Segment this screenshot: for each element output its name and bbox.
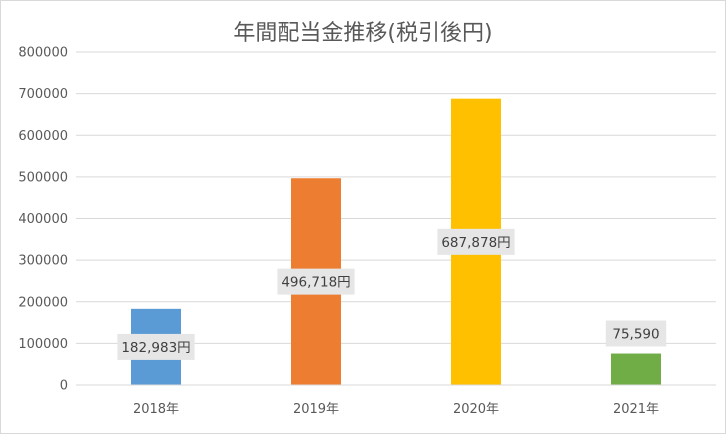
data-label: 687,878円 [441, 235, 510, 251]
y-tick-label: 600000 [18, 129, 68, 144]
bar [611, 353, 661, 385]
chart-title: 年間配当金推移(税引後円) [233, 21, 493, 46]
y-tick-label: 400000 [18, 212, 68, 227]
y-tick-label: 100000 [18, 337, 68, 352]
y-tick-label: 300000 [18, 254, 68, 269]
data-label-box [605, 320, 667, 347]
data-label: 75,590 [612, 327, 659, 343]
y-tick-label: 200000 [18, 295, 68, 310]
y-tick-label: 700000 [18, 87, 68, 102]
data-label-box [277, 268, 355, 295]
data-label-box [437, 228, 515, 255]
x-tick-label: 2019年 [293, 402, 339, 417]
data-label: 182,983円 [121, 340, 190, 356]
y-tick-label: 0 [60, 379, 68, 394]
x-tick-label: 2021年 [613, 402, 659, 417]
y-tick-label: 500000 [18, 170, 68, 185]
x-tick-label: 2020年 [453, 402, 499, 417]
x-tick-label: 2018年 [133, 402, 179, 417]
data-label: 496,718円 [281, 275, 350, 291]
data-label-box [117, 333, 195, 360]
y-tick-label: 800000 [18, 46, 68, 61]
